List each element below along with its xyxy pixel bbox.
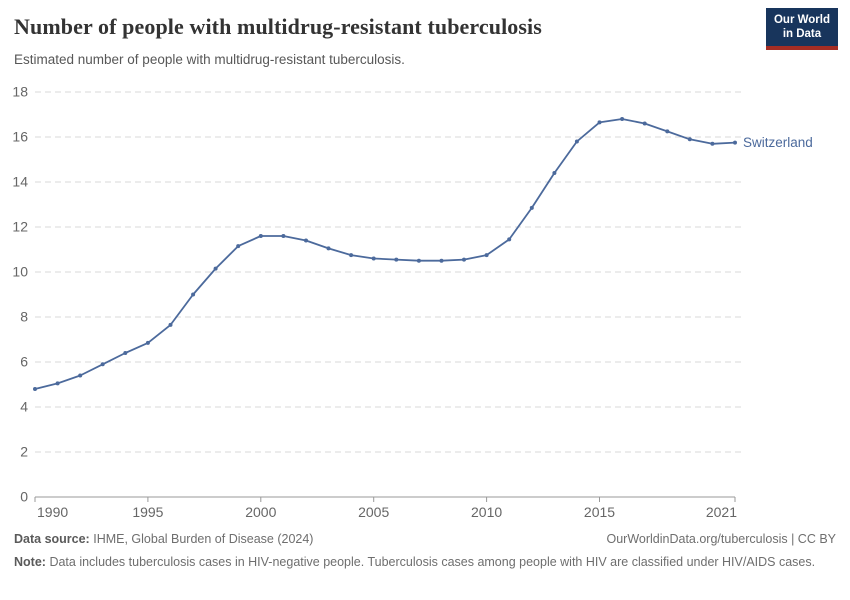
data-point xyxy=(145,340,150,345)
data-point xyxy=(78,373,83,378)
data-point xyxy=(394,257,399,262)
series-markers xyxy=(33,117,737,391)
data-point xyxy=(213,266,218,271)
y-tick-label: 12 xyxy=(12,219,28,235)
x-tick-label: 1995 xyxy=(132,504,163,520)
data-point xyxy=(574,139,579,144)
y-tick-label: 6 xyxy=(20,354,28,370)
chart-subtitle: Estimated number of people with multidru… xyxy=(14,52,405,67)
data-point xyxy=(642,121,647,126)
x-tick-label: 2000 xyxy=(245,504,276,520)
data-point xyxy=(529,205,534,210)
data-point xyxy=(326,246,331,251)
data-point xyxy=(552,171,557,175)
data-point xyxy=(733,140,737,145)
data-point xyxy=(416,258,421,263)
data-point xyxy=(168,322,173,327)
data-point xyxy=(484,253,489,258)
line-chart: 0 2 4 6 8 10 12 14 16 18 1990 1995 2000 2005 2010 2015 2… xyxy=(12,84,813,521)
note-label: Note: xyxy=(14,555,46,570)
data-point xyxy=(55,381,60,386)
data-point xyxy=(281,234,286,238)
note-text: Data includes tuberculosis cases in HIV-… xyxy=(49,555,816,570)
data-source-line: Data source: IHME, Global Burden of Dise… xyxy=(14,530,313,548)
data-point xyxy=(258,234,263,238)
data-point xyxy=(665,129,670,134)
y-tick-label: 16 xyxy=(12,129,28,145)
data-point xyxy=(100,362,105,367)
x-tick-label: 2005 xyxy=(358,504,389,520)
data-point xyxy=(371,256,376,261)
y-tick-label: 18 xyxy=(12,84,28,100)
data-point xyxy=(687,137,692,142)
series-line-switzerland xyxy=(34,118,736,390)
owid-logo-line2: in Data xyxy=(782,28,822,41)
data-point xyxy=(462,257,466,262)
data-point xyxy=(620,117,625,121)
data-point xyxy=(507,237,512,242)
y-tick-label: 0 xyxy=(20,489,28,505)
y-tick-label: 14 xyxy=(12,174,28,190)
owid-logo-line1: Our World xyxy=(773,14,830,26)
data-source-label: Data source: xyxy=(14,532,90,546)
data-point xyxy=(236,244,241,249)
owid-logo[interactable]: Our World in Data xyxy=(765,8,838,50)
data-point xyxy=(123,351,128,355)
y-tick-label: 8 xyxy=(20,309,28,325)
x-axis: 1990 1995 2000 2005 2010 2015 2021 xyxy=(34,496,737,520)
data-point xyxy=(349,253,354,258)
page-title: Number of people with multidrug-resistan… xyxy=(14,14,542,39)
y-gridlines: 0 2 4 6 8 10 12 14 16 18 xyxy=(12,84,741,505)
data-source-text: IHME, Global Burden of Disease (2024) xyxy=(93,532,314,546)
y-tick-label: 2 xyxy=(20,444,28,460)
x-tick-label: 2010 xyxy=(471,504,502,520)
y-tick-label: 10 xyxy=(12,264,28,280)
data-point xyxy=(304,238,308,243)
data-point xyxy=(710,141,715,146)
chart-header: Number of people with multidrug-resistan… xyxy=(0,0,850,78)
chart-note: Note: Data includes tuberculosis cases i… xyxy=(14,553,820,571)
data-point xyxy=(439,258,444,263)
y-tick-label: 4 xyxy=(20,399,28,415)
series-label-switzerland: Switzerland xyxy=(743,135,813,150)
data-point xyxy=(191,292,196,297)
x-tick-label: 2015 xyxy=(584,504,615,520)
x-tick-label: 1990 xyxy=(37,504,68,520)
data-point xyxy=(597,120,602,125)
data-point xyxy=(33,387,37,391)
attribution-link[interactable]: OurWorldinData.org/tuberculosis | CC BY xyxy=(606,532,837,546)
chart-footer: Data source: IHME, Global Burden of Dise… xyxy=(14,530,836,571)
x-tick-label: 2021 xyxy=(706,504,737,520)
